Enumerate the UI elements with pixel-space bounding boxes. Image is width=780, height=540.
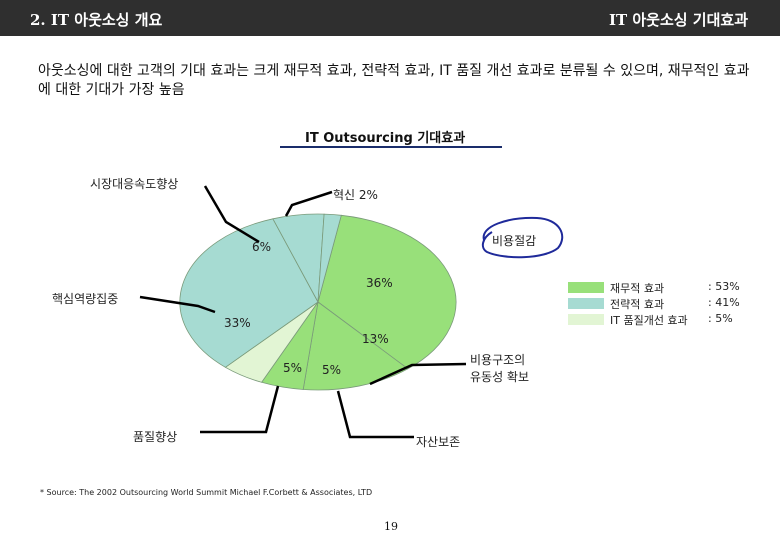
legend-name-quality: IT 품질개선 효과 bbox=[610, 314, 688, 327]
legend-value-strategic: : 41% bbox=[708, 296, 740, 309]
label-core-competency: 핵심역량집중 bbox=[52, 292, 119, 306]
pct-label-core-competency: 33% bbox=[224, 316, 251, 330]
label-asset: 자산보존 bbox=[416, 435, 461, 449]
legend-swatch-financial bbox=[568, 282, 604, 293]
label-cost-structure-line2: 유동성 확보 bbox=[470, 370, 530, 384]
annotation-circle bbox=[481, 216, 564, 259]
slice-innovation bbox=[317, 213, 342, 303]
page-title: IT 아웃소싱 기대효과 bbox=[608, 11, 748, 29]
label-cost-reduction: 비용절감 bbox=[492, 234, 537, 248]
pct-label-quality: 5% bbox=[283, 361, 303, 375]
chart-title: IT Outsourcing 기대효과 bbox=[305, 131, 466, 146]
label-cost-structure: 비용구조의 유동성 확보 bbox=[470, 352, 529, 386]
pct-label-cost-reduction: 36% bbox=[366, 276, 393, 290]
legend-name-strategic: 전략적 효과 bbox=[610, 298, 665, 311]
page-number: 19 bbox=[384, 520, 398, 533]
section-title: 2. IT 아웃소싱 개요 bbox=[30, 11, 163, 29]
intro-text: 아웃소싱에 대한 고객의 기대 효과는 크게 재무적 효과, 전략적 효과, I… bbox=[38, 63, 750, 98]
leader-innovation bbox=[284, 190, 333, 217]
leader-quality bbox=[200, 385, 280, 434]
leader-cost-structure bbox=[369, 362, 467, 386]
pct-label-cost-structure: 13% bbox=[362, 332, 389, 346]
header-bar: 2. IT 아웃소싱 개요 IT 아웃소싱 기대효과 bbox=[0, 0, 780, 36]
legend-value-quality: : 5% bbox=[708, 312, 733, 325]
label-market-response: 시장대응속도향상 bbox=[90, 177, 179, 191]
leader-core-competency bbox=[139, 295, 216, 314]
legend-value-financial: : 53% bbox=[708, 280, 740, 293]
legend-swatch-strategic bbox=[568, 298, 604, 309]
label-quality: 품질향상 bbox=[133, 430, 178, 444]
slice-core-competency bbox=[179, 218, 319, 368]
pct-label-market-response: 6% bbox=[252, 240, 272, 254]
source-note: * Source: The 2002 Outsourcing World Sum… bbox=[40, 488, 373, 497]
leader-market-response bbox=[203, 185, 260, 244]
leader-asset bbox=[336, 390, 414, 439]
label-innovation: 혁신 2% bbox=[333, 188, 378, 202]
legend-swatch-quality bbox=[568, 314, 604, 325]
slice-cost-structure bbox=[302, 301, 409, 391]
pct-label-asset: 5% bbox=[322, 363, 342, 377]
legend-name-financial: 재무적 효과 bbox=[610, 282, 665, 295]
slice-cost-reduction bbox=[317, 214, 457, 370]
chart-title-underline bbox=[280, 146, 502, 148]
label-cost-structure-line1: 비용구조의 bbox=[470, 353, 526, 367]
